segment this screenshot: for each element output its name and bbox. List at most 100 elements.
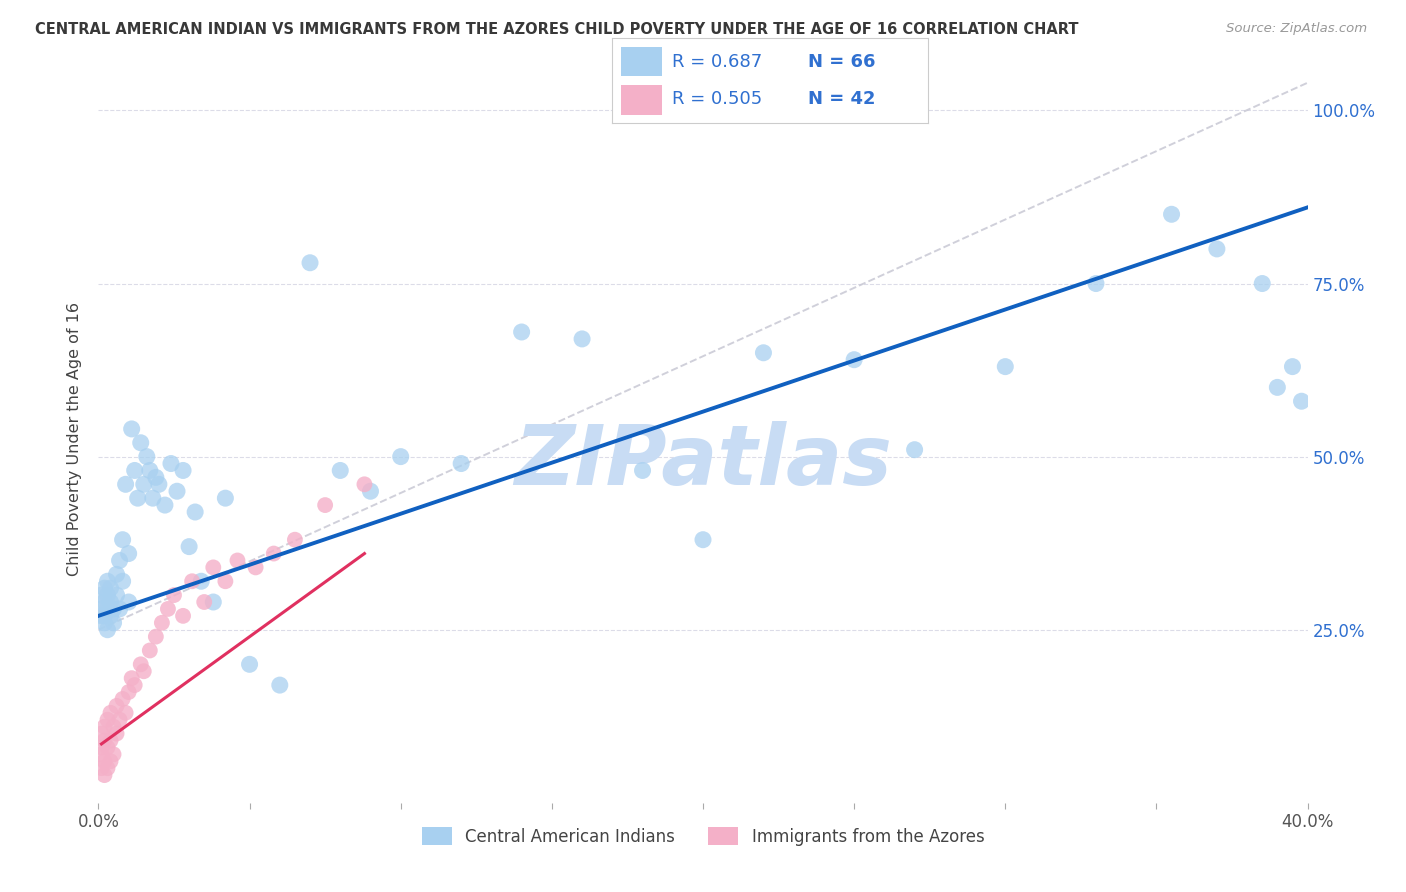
Point [100,581,122,595]
Point [844,352,866,367]
Point [752,345,775,359]
Point [360,484,382,499]
Point [124,678,146,692]
Point [90,747,112,762]
Point [124,463,146,477]
Point [269,678,291,692]
Point [103,747,125,762]
Point [90,588,112,602]
Point [105,698,128,713]
Point [96,623,118,637]
Point [179,540,201,554]
Point [93,768,115,782]
Point [139,643,162,657]
Point [994,359,1017,374]
Point [571,332,593,346]
Point [153,498,176,512]
Point [284,533,307,547]
Point [202,595,225,609]
Point [93,720,115,734]
FancyBboxPatch shape [621,85,662,114]
Point [111,692,134,706]
Point [93,615,115,630]
Legend: Central American Indians, Immigrants from the Azores: Central American Indians, Immigrants fro… [415,821,991,853]
Point [108,553,131,567]
Point [111,574,134,589]
Point [163,588,186,602]
Text: R = 0.505: R = 0.505 [672,90,762,108]
Point [100,706,122,720]
Point [353,477,375,491]
Text: R = 0.687: R = 0.687 [672,53,762,70]
Point [150,615,173,630]
Point [314,498,336,512]
Point [96,713,118,727]
Point [145,630,167,644]
Point [96,740,118,755]
Point [202,560,225,574]
Point [193,595,215,609]
Point [96,588,118,602]
FancyBboxPatch shape [621,47,662,77]
Point [214,574,236,589]
Point [142,491,165,505]
Point [121,671,143,685]
Point [105,726,128,740]
Point [904,442,927,457]
Point [135,450,157,464]
Point [245,560,267,574]
Point [103,615,125,630]
Point [148,477,170,491]
Point [1267,380,1289,394]
Point [114,706,136,720]
Point [90,602,112,616]
Point [190,574,212,589]
Point [96,602,118,616]
Point [118,595,141,609]
Point [93,733,115,747]
Point [214,491,236,505]
Point [105,567,128,582]
Point [1251,277,1274,291]
Point [118,547,141,561]
Point [299,256,322,270]
Point [132,665,155,679]
Point [93,595,115,609]
Text: CENTRAL AMERICAN INDIAN VS IMMIGRANTS FROM THE AZORES CHILD POVERTY UNDER THE AG: CENTRAL AMERICAN INDIAN VS IMMIGRANTS FR… [35,22,1078,37]
Point [90,726,112,740]
Point [100,608,122,623]
Point [96,574,118,589]
Y-axis label: Child Poverty Under the Age of 16: Child Poverty Under the Age of 16 [67,302,83,576]
Point [1160,207,1182,221]
Point [156,602,179,616]
Point [389,450,412,464]
Point [172,463,194,477]
Point [239,657,262,672]
Point [166,484,188,499]
Point [145,470,167,484]
Point [108,602,131,616]
Point [129,435,152,450]
Point [510,325,533,339]
Point [1085,277,1108,291]
Point [93,581,115,595]
Point [103,602,125,616]
Point [181,574,204,589]
Point [93,754,115,768]
Point [100,733,122,747]
Text: Source: ZipAtlas.com: Source: ZipAtlas.com [1226,22,1367,36]
Point [160,457,183,471]
Point [103,720,125,734]
Point [90,740,112,755]
Point [111,533,134,547]
Point [100,754,122,768]
Text: N = 42: N = 42 [808,90,876,108]
Point [90,608,112,623]
Point [139,463,162,477]
Point [118,685,141,699]
Point [1291,394,1313,409]
Point [114,477,136,491]
Point [96,761,118,775]
Point [108,713,131,727]
Point [1206,242,1229,256]
